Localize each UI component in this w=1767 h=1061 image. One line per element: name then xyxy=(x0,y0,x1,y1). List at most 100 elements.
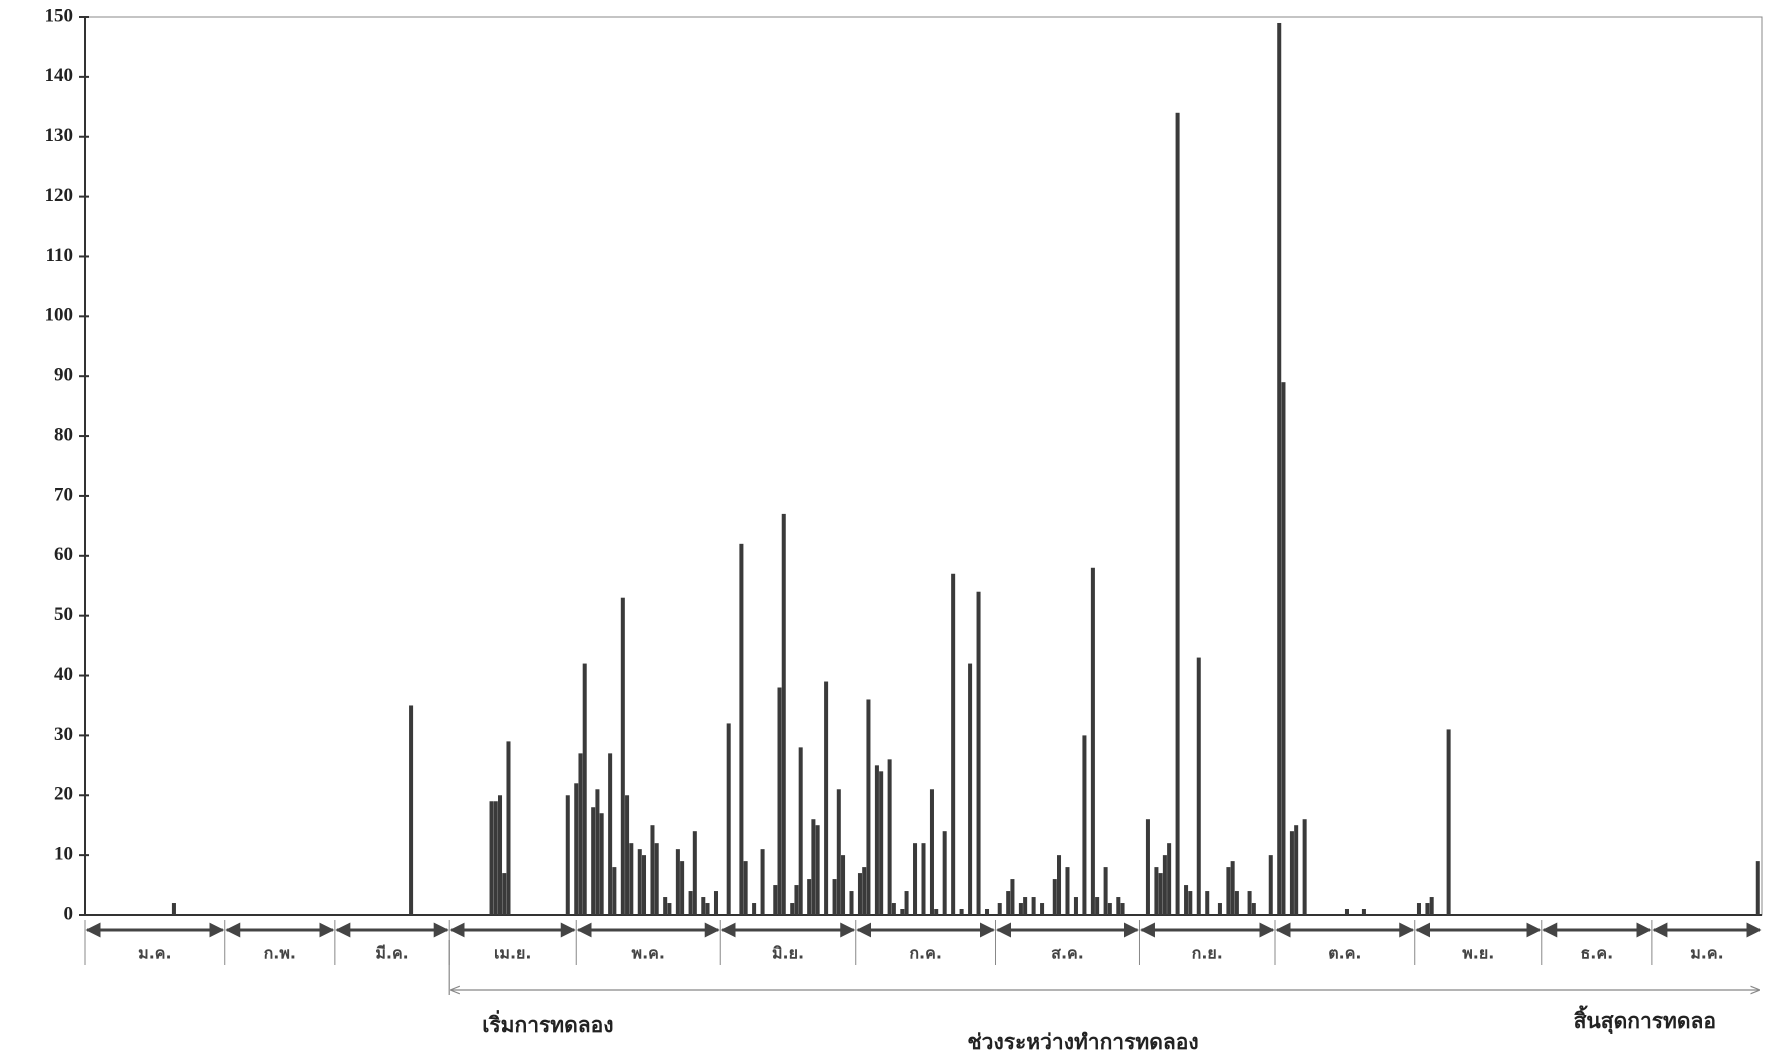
bar xyxy=(171,903,176,915)
bar xyxy=(1755,861,1760,915)
month-label: ม.ค. xyxy=(138,944,171,963)
bar xyxy=(1065,867,1070,915)
bar xyxy=(904,891,909,915)
bar xyxy=(705,903,710,915)
bar xyxy=(1031,897,1036,915)
y-tick-label: 130 xyxy=(45,125,74,146)
bar xyxy=(650,825,655,915)
bar xyxy=(1184,885,1189,915)
bar xyxy=(1226,867,1231,915)
bar xyxy=(773,885,778,915)
bar xyxy=(1167,843,1172,915)
bar xyxy=(934,909,939,915)
y-tick-label: 110 xyxy=(46,245,73,266)
bar xyxy=(1158,873,1163,915)
bar xyxy=(1188,891,1193,915)
month-label: ก.พ. xyxy=(264,944,296,963)
bar xyxy=(498,795,503,915)
bar xyxy=(701,897,706,915)
y-tick-label: 90 xyxy=(54,365,73,386)
bar xyxy=(836,789,841,915)
bar xyxy=(637,849,642,915)
bar xyxy=(599,813,604,915)
bar xyxy=(997,903,1002,915)
bar xyxy=(739,543,744,915)
month-label: ต.ค. xyxy=(1328,944,1361,963)
bar xyxy=(811,819,816,915)
bar xyxy=(849,891,854,915)
bar xyxy=(824,681,829,915)
bar xyxy=(1090,567,1095,915)
bar xyxy=(1162,855,1167,915)
bar xyxy=(1416,903,1421,915)
bar xyxy=(675,849,680,915)
bar xyxy=(794,885,799,915)
y-tick-label: 10 xyxy=(54,843,73,864)
bar xyxy=(1107,903,1112,915)
bar xyxy=(1196,657,1201,915)
bar xyxy=(1023,897,1028,915)
bar xyxy=(959,909,964,915)
bar xyxy=(798,747,803,915)
bar xyxy=(1040,903,1045,915)
y-tick-label: 100 xyxy=(45,305,74,326)
bar xyxy=(680,861,685,915)
y-tick-label: 140 xyxy=(45,65,74,86)
bar xyxy=(663,897,668,915)
bar xyxy=(612,867,617,915)
bar xyxy=(1425,903,1430,915)
bar xyxy=(1052,879,1057,915)
bar xyxy=(667,903,672,915)
bar xyxy=(1057,855,1062,915)
bar xyxy=(409,705,414,915)
bar xyxy=(726,723,731,915)
month-label: มิ.ย. xyxy=(772,944,804,963)
bar xyxy=(832,879,837,915)
bar xyxy=(874,765,879,915)
month-label: ม.ค. xyxy=(1690,944,1723,963)
y-tick-label: 80 xyxy=(54,424,73,445)
bar xyxy=(841,855,846,915)
bar xyxy=(921,843,926,915)
y-tick-label: 30 xyxy=(54,724,73,745)
bar xyxy=(591,807,596,915)
month-label: มี.ค. xyxy=(375,944,408,963)
bar xyxy=(1344,909,1349,915)
bar xyxy=(815,825,820,915)
bar xyxy=(620,597,625,915)
bar xyxy=(891,903,896,915)
y-tick-label: 70 xyxy=(54,484,73,505)
bar xyxy=(1154,867,1159,915)
bar xyxy=(654,843,659,915)
bar xyxy=(595,789,600,915)
bar xyxy=(1289,831,1294,915)
month-label: เม.ย. xyxy=(494,944,532,963)
bar xyxy=(713,891,719,915)
bar xyxy=(976,591,981,915)
bar xyxy=(1302,819,1307,915)
bar xyxy=(1234,891,1239,915)
bar xyxy=(506,741,511,915)
bar xyxy=(857,873,862,915)
bar xyxy=(502,873,507,915)
bar xyxy=(565,795,570,915)
bar xyxy=(1268,855,1273,915)
bar xyxy=(866,699,871,915)
bar xyxy=(1082,735,1087,915)
bar xyxy=(1247,891,1252,915)
bar xyxy=(641,855,647,915)
bar xyxy=(1251,903,1256,915)
experiment-middle-label: ช่วงระหว่างทำการทดลอง xyxy=(967,1030,1198,1054)
bar xyxy=(760,849,765,915)
bar xyxy=(574,783,579,915)
bar xyxy=(1018,903,1023,915)
plot-frame xyxy=(84,16,1763,916)
bar xyxy=(1145,819,1150,915)
bar xyxy=(629,843,634,915)
bar xyxy=(1446,729,1451,915)
bar xyxy=(692,831,697,915)
y-tick-label: 120 xyxy=(45,185,74,206)
bar xyxy=(1116,897,1121,915)
bar xyxy=(1006,891,1011,915)
